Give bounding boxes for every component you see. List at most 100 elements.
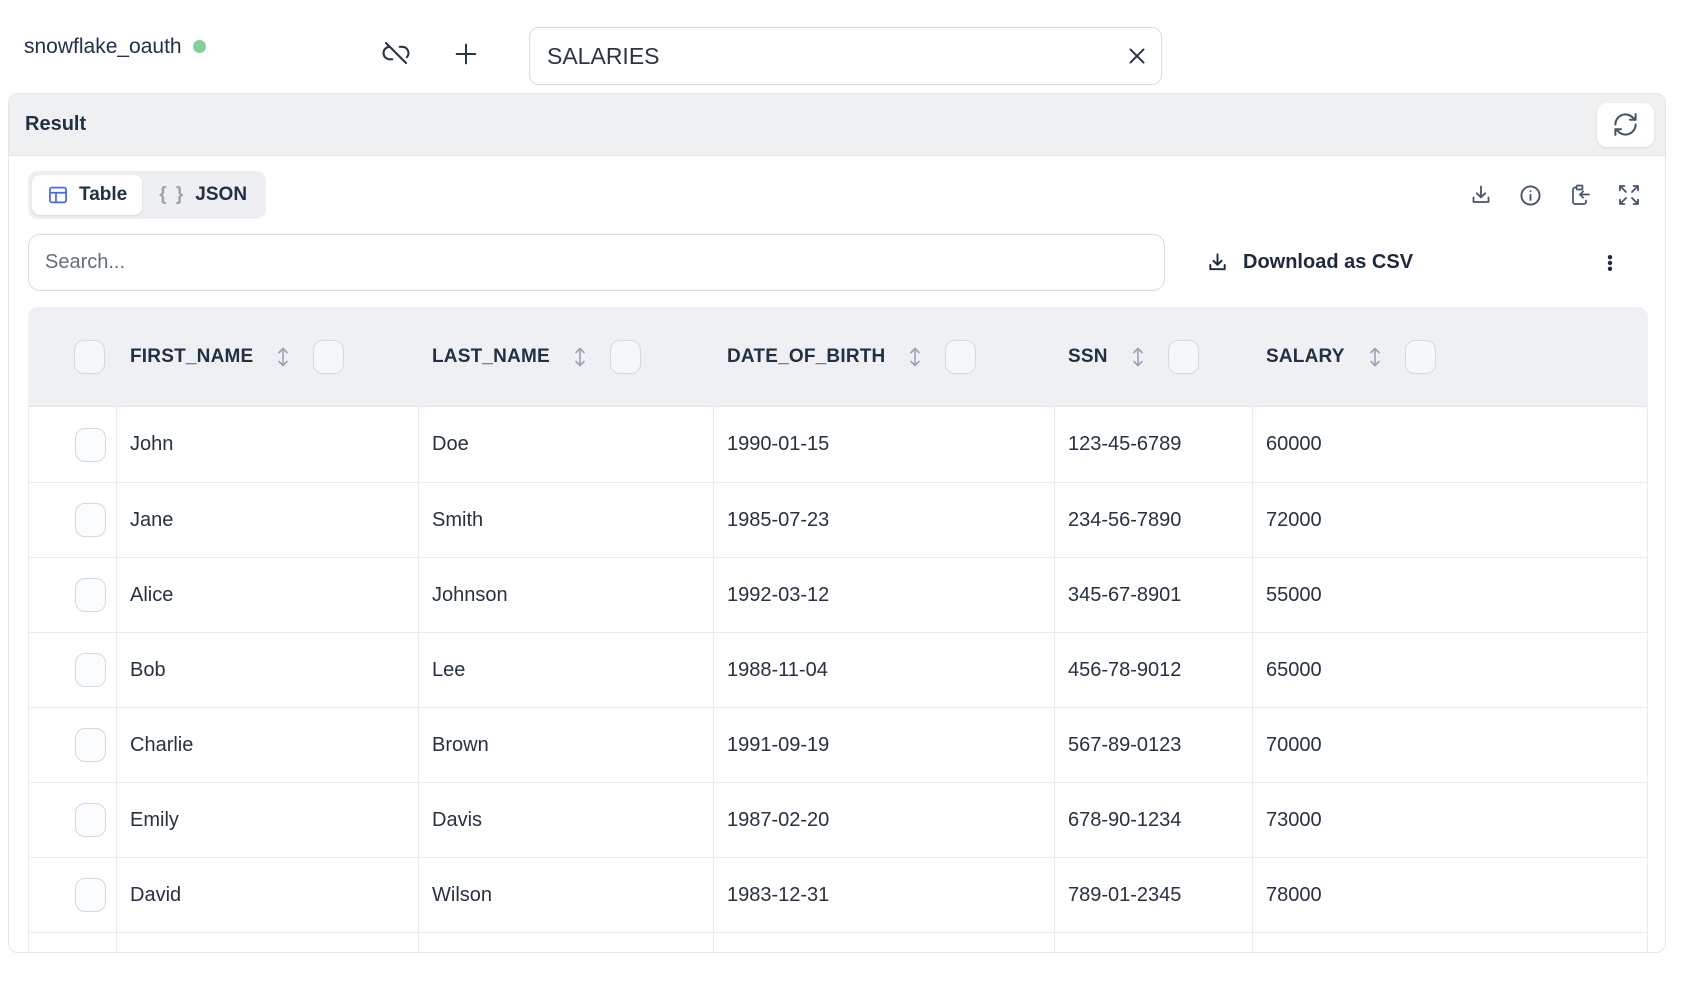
table-icon [47, 184, 69, 206]
download-icon [1469, 183, 1493, 207]
clipboard-paste-icon [1568, 183, 1592, 207]
column-header-salary: SALARY [1252, 307, 1648, 406]
table-name-input[interactable] [529, 27, 1162, 85]
add-query-button[interactable] [450, 38, 482, 70]
row-checkbox[interactable] [75, 427, 106, 462]
row-select-cell [28, 483, 116, 557]
cell-salary: 60000 [1252, 407, 1648, 482]
cell-last_name: Wilson [418, 858, 713, 932]
cell-date_of_birth: 1988-11-04 [713, 633, 1054, 707]
column-checkbox-ssn[interactable] [1167, 339, 1199, 374]
cell-last_name: Doe [418, 407, 713, 482]
table-row: Alice Johnson 1992-03-12 345-67-8901 55000 [28, 557, 1648, 632]
download-icon [1206, 251, 1229, 274]
row-checkbox[interactable] [75, 803, 106, 837]
sort-icon[interactable] [907, 344, 923, 370]
column-checkbox-salary[interactable] [1404, 339, 1436, 374]
result-table: FIRST_NAME LAST_NAME DATE_OF_BIRTH SSN SALAR… [28, 307, 1648, 952]
row-checkbox[interactable] [75, 878, 106, 912]
view-toggle: Table { } JSON [28, 171, 267, 219]
info-button[interactable] [1518, 183, 1543, 208]
cell-first_name: Bob [116, 633, 418, 707]
download-result-button[interactable] [1469, 183, 1493, 207]
cell-salary: 78000 [1252, 858, 1648, 932]
cell-last_name: Davis [418, 783, 713, 857]
table-row: Bob Lee 1988-11-04 456-78-9012 65000 [28, 632, 1648, 707]
column-header-date_of_birth: DATE_OF_BIRTH [713, 307, 1054, 406]
cell-first_name: David [116, 858, 418, 932]
download-csv-label: Download as CSV [1243, 251, 1414, 273]
table-name-input-wrap [529, 27, 1162, 85]
column-header-last_name: LAST_NAME [418, 307, 713, 406]
row-select-cell [28, 708, 116, 782]
table-header-row: FIRST_NAME LAST_NAME DATE_OF_BIRTH SSN SALAR… [28, 307, 1648, 407]
cell-date_of_birth: 1992-03-12 [713, 558, 1054, 632]
plus-icon [450, 38, 482, 70]
more-options-button[interactable] [1598, 251, 1622, 275]
cell-ssn: 678-90-1234 [1054, 783, 1252, 857]
sort-icon[interactable] [275, 344, 291, 370]
row-select-cell [28, 633, 116, 707]
tab-table-label: Table [79, 184, 128, 205]
table-row: Charlie Brown 1991-09-19 567-89-0123 70000 [28, 707, 1648, 782]
refresh-button[interactable] [1597, 102, 1654, 147]
cell-date_of_birth: 1983-12-31 [713, 858, 1054, 932]
copy-to-clipboard-button[interactable] [1568, 183, 1592, 207]
row-checkbox[interactable] [75, 728, 106, 762]
column-label: SSN [1068, 345, 1108, 367]
table-row: Emily Davis 1987-02-20 678-90-1234 73000 [28, 782, 1648, 857]
sort-icon[interactable] [1130, 344, 1146, 370]
result-panel-header: Result [9, 94, 1665, 156]
cell-ssn: 567-89-0123 [1054, 708, 1252, 782]
close-icon [1124, 43, 1150, 69]
table-row: David Wilson 1983-12-31 789-01-2345 78000 [28, 857, 1648, 932]
download-csv-button[interactable]: Download as CSV [1206, 251, 1413, 274]
sort-icon[interactable] [1367, 344, 1383, 370]
cell-last_name: Brown [418, 708, 713, 782]
unlink-icon [381, 38, 411, 68]
unlink-connection-button[interactable] [381, 38, 411, 68]
tab-json[interactable]: { } JSON [144, 175, 262, 215]
column-checkbox-last_name[interactable] [609, 339, 641, 374]
tab-table[interactable]: Table [32, 175, 143, 215]
cell-date_of_birth: 1985-07-23 [713, 483, 1054, 557]
cell-salary: 70000 [1252, 708, 1648, 782]
select-all-checkbox[interactable] [74, 339, 105, 374]
connection-status-dot [192, 40, 206, 53]
column-header-first_name: FIRST_NAME [116, 307, 418, 406]
column-checkbox-date_of_birth[interactable] [945, 339, 977, 374]
table-row: John Doe 1990-01-15 123-45-6789 60000 [28, 407, 1648, 482]
clear-input-button[interactable] [1124, 43, 1150, 69]
expand-icon [1617, 183, 1641, 207]
row-select-cell [28, 858, 116, 932]
cell-date_of_birth: 1990-01-15 [713, 407, 1054, 482]
search-input[interactable] [28, 234, 1165, 291]
info-icon [1518, 183, 1543, 208]
column-header-ssn: SSN [1054, 307, 1252, 406]
sort-icon[interactable] [572, 344, 588, 370]
row-select-cell [28, 407, 116, 482]
cell-first_name: Alice [116, 558, 418, 632]
column-label: SALARY [1266, 345, 1345, 367]
cell-ssn: 456-78-9012 [1054, 633, 1252, 707]
row-checkbox[interactable] [75, 578, 106, 612]
kebab-menu-icon [1598, 251, 1622, 275]
cell-date_of_birth: 1987-02-20 [713, 783, 1054, 857]
cell-ssn: 789-01-2345 [1054, 858, 1252, 932]
cell-salary: 73000 [1252, 783, 1648, 857]
cell-ssn: 234-56-7890 [1054, 483, 1252, 557]
tab-json-label: JSON [195, 184, 248, 205]
select-all-cell [28, 307, 116, 406]
result-tools [1469, 183, 1646, 208]
expand-fullscreen-button[interactable] [1617, 183, 1641, 207]
cell-last_name: Johnson [418, 558, 713, 632]
column-checkbox-first_name[interactable] [313, 339, 345, 374]
cell-salary: 55000 [1252, 558, 1648, 632]
row-checkbox[interactable] [75, 653, 106, 687]
connection: snowflake_oauth [24, 0, 206, 93]
cell-salary: 65000 [1252, 633, 1648, 707]
cell-first_name: Jane [116, 483, 418, 557]
cell-ssn: 345-67-8901 [1054, 558, 1252, 632]
refresh-icon [1612, 111, 1639, 138]
row-checkbox[interactable] [75, 503, 106, 537]
